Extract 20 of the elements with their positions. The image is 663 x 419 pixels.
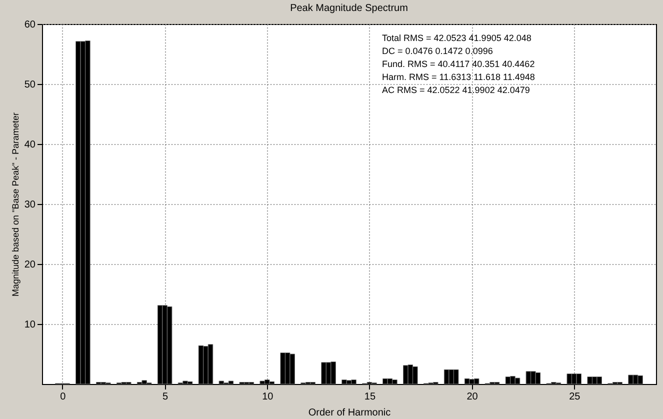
annotation: Harm. RMS = 11.6313 11.618 11.4948 (382, 72, 535, 82)
y-tick-label: 10 (24, 320, 36, 330)
y-tick-label: 50 (24, 80, 36, 90)
x-axis-title: Order of Harmonic (308, 408, 391, 418)
annotation: DC = 0.0476 0.1472 0.0996 (382, 46, 493, 56)
annotation: Fund. RMS = 40.4117 40.351 40.4462 (382, 59, 535, 69)
x-tick-label: 10 (262, 392, 274, 402)
y-axis-title: Magnitude based on "Base Peak" - Parameter (10, 112, 20, 296)
annotation: AC RMS = 42.0522 41.9902 42.0479 (382, 85, 530, 95)
x-tick-label: 15 (364, 392, 376, 402)
y-tick-label: 60 (24, 20, 36, 30)
chart-title: Peak Magnitude Spectrum (290, 3, 408, 14)
x-tick-label: 25 (569, 392, 581, 402)
y-tick-label: 20 (24, 260, 36, 270)
x-tick-label: 0 (60, 392, 66, 402)
annotation: Total RMS = 42.0523 41.9905 42.048 (382, 33, 532, 43)
y-tick-label: 30 (24, 200, 36, 210)
x-tick-label: 20 (466, 392, 478, 402)
x-tick-label: 5 (162, 392, 169, 402)
y-tick-label: 40 (24, 140, 36, 150)
